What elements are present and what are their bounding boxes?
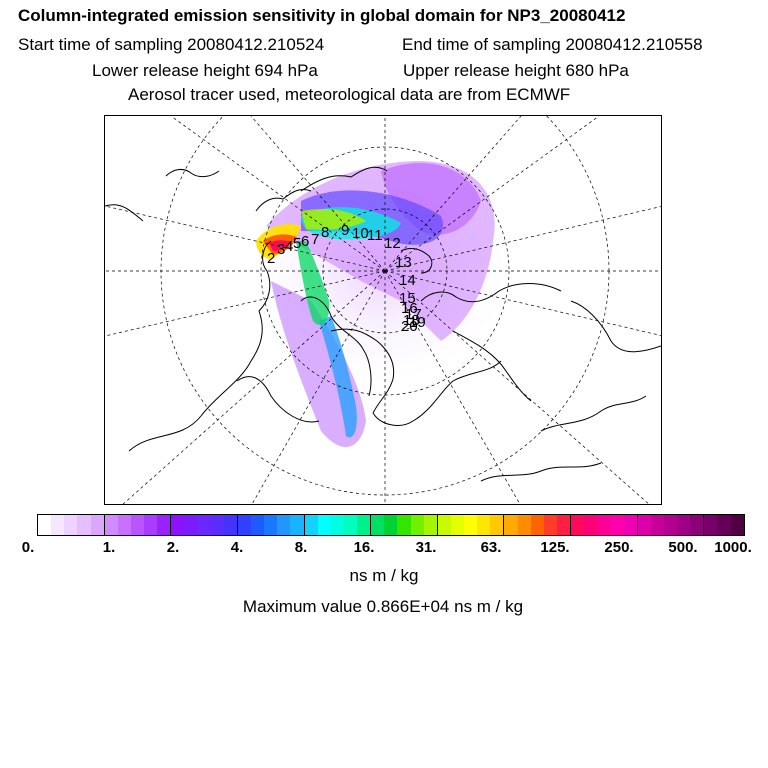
- colorbar-segment: [38, 515, 52, 535]
- colorbar-segment: [251, 515, 265, 535]
- colorbar-segment: [517, 515, 531, 535]
- colorbar-segment: [450, 515, 464, 535]
- trajectory-label-15: 15: [399, 290, 416, 307]
- colorbar-segment: [210, 515, 224, 535]
- colorbar-tick: 31.: [415, 539, 437, 556]
- trajectory-label-7: 7: [311, 231, 319, 248]
- colorbar-segment: [410, 515, 424, 535]
- colorbar-segment: [130, 515, 144, 535]
- graticule: [105, 116, 661, 504]
- colorbar-segment: [703, 515, 718, 535]
- colorbar-segment: [157, 515, 171, 535]
- colorbar-segment: [530, 515, 544, 535]
- trajectory-label-18: 18: [403, 312, 420, 329]
- colorbar-segment: [384, 515, 398, 535]
- colorbar-units: ns m / kg: [349, 566, 419, 585]
- polar-map: 2 3 4 5 6 7 8 9 10 11 12 13 14 15 16 17 …: [105, 116, 661, 504]
- colorbar-segment: [397, 515, 411, 535]
- maximum-value-text: Maximum value 0.866E+04 ns m / kg: [242, 597, 524, 616]
- trajectory-label-6: 6: [301, 233, 309, 250]
- colorbar-tick: 250.: [604, 539, 634, 556]
- colorbar-segment: [290, 515, 304, 535]
- colorbar-segment: [570, 515, 585, 535]
- colorbar-tick: 1000.: [714, 539, 752, 556]
- colorbar-tick: 1.: [102, 539, 116, 556]
- colorbar: [37, 514, 745, 536]
- trajectory-label-10: 10: [352, 225, 369, 242]
- colorbar-segment: [77, 515, 91, 535]
- trajectory-label-4: 4: [285, 238, 293, 255]
- colorbar-segment: [236, 515, 251, 535]
- colorbar-segment: [636, 515, 651, 535]
- colorbar-segment: [464, 515, 478, 535]
- colorbar-tick: 4.: [230, 539, 244, 556]
- colorbar-segment: [730, 515, 744, 535]
- colorbar-segment: [117, 515, 131, 535]
- coastlines: [105, 166, 661, 482]
- trajectory-label-9: 9: [341, 222, 349, 239]
- tracer-info-text: Aerosol tracer used, meteorological data…: [128, 85, 571, 104]
- colorbar-segment: [303, 515, 318, 535]
- colorbar-segment: [317, 515, 331, 535]
- colorbar-segment: [477, 515, 491, 535]
- colorbar-tick: 0.: [21, 539, 35, 556]
- colorbar-segment: [597, 515, 611, 535]
- colorbar-segment: [623, 515, 637, 535]
- colorbar-segment: [357, 515, 371, 535]
- colorbar-segment: [556, 515, 570, 535]
- colorbar-segment: [436, 515, 451, 535]
- start-time-text: Start time of sampling 20080412.210524: [18, 35, 325, 54]
- colorbar-segment: [663, 515, 677, 535]
- trajectory-label-13: 13: [395, 254, 412, 271]
- colorbar-tick: 16.: [353, 539, 375, 556]
- upper-release-text: Upper release height 680 hPa: [403, 61, 629, 80]
- trajectory-label-11: 11: [367, 227, 383, 244]
- colorbar-segment: [423, 515, 437, 535]
- colorbar-tick: 8.: [294, 539, 308, 556]
- trajectory-label-19: 19: [409, 314, 426, 331]
- colorbar-segment: [103, 515, 118, 535]
- trajectory-label-2: 2: [267, 250, 275, 267]
- colorbar-segment: [650, 515, 664, 535]
- colorbar-segment: [490, 515, 504, 535]
- trajectory-label-5: 5: [293, 235, 301, 252]
- colorbar-segment: [223, 515, 237, 535]
- colorbar-segment: [184, 515, 198, 535]
- sensitivity-field: [256, 161, 506, 448]
- colorbar-segment: [677, 515, 691, 535]
- colorbar-tick: 63.: [480, 539, 502, 556]
- trajectory-label-3: 3: [277, 241, 285, 258]
- colorbar-segment: [370, 515, 385, 535]
- map-panel: 2 3 4 5 6 7 8 9 10 11 12 13 14 15 16 17 …: [104, 115, 662, 505]
- trajectory-label-20: 20: [401, 318, 418, 335]
- trajectory-markers: 2 3 4 5 6 7 8 9 10 11 12 13 14 15 16 17 …: [267, 222, 426, 335]
- colorbar-segment: [717, 515, 731, 535]
- colorbar-segment: [90, 515, 104, 535]
- trajectory-label-17: 17: [405, 306, 422, 323]
- plot-title: Column-integrated emission sensitivity i…: [18, 6, 626, 25]
- trajectory-label-14: 14: [399, 272, 416, 289]
- colorbar-segment: [610, 515, 624, 535]
- colorbar-segment: [503, 515, 518, 535]
- colorbar-segment: [343, 515, 357, 535]
- colorbar-tick: 500.: [668, 539, 698, 556]
- colorbar-segment: [144, 515, 158, 535]
- colorbar-segment: [330, 515, 344, 535]
- colorbar-segment: [543, 515, 557, 535]
- trajectory-label-16: 16: [401, 300, 418, 317]
- trajectory-label-12: 12: [384, 235, 401, 252]
- colorbar-segment: [64, 515, 78, 535]
- colorbar-segment: [51, 515, 65, 535]
- colorbar-tick: 125.: [540, 539, 570, 556]
- lower-release-text: Lower release height 694 hPa: [92, 61, 318, 80]
- colorbar-segment: [170, 515, 185, 535]
- end-time-text: End time of sampling 20080412.210558: [402, 35, 703, 54]
- colorbar-segment: [197, 515, 211, 535]
- colorbar-segment: [584, 515, 598, 535]
- colorbar-segment: [277, 515, 291, 535]
- colorbar-tick: 2.: [166, 539, 180, 556]
- trajectory-label-8: 8: [321, 224, 329, 241]
- colorbar-segment: [690, 515, 704, 535]
- colorbar-segment: [264, 515, 278, 535]
